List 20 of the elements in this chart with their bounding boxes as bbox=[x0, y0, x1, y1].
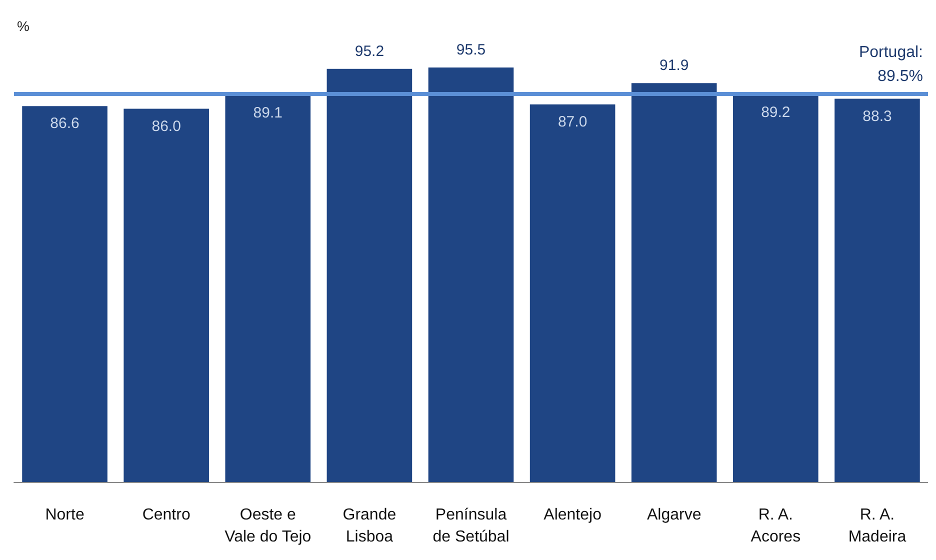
ref-line-label: Portugal: 89.5% bbox=[858, 44, 923, 86]
x-tick-label: Grande Lisboa bbox=[342, 506, 396, 546]
data-label: 86.0 bbox=[152, 118, 181, 135]
data-label: 95.2 bbox=[354, 42, 384, 60]
data-label: 87.0 bbox=[558, 113, 588, 130]
x-tick-label: R. A. Madeira bbox=[848, 506, 906, 546]
data-label: 95.5 bbox=[456, 42, 486, 59]
x-tick-label: Península de Setúbal bbox=[432, 506, 510, 546]
x-tick-label: R. A. Acores bbox=[750, 506, 801, 546]
data-label: 89.2 bbox=[761, 104, 790, 121]
x-tick-label: Oeste e Vale do Tejo bbox=[224, 506, 312, 546]
data-label: 89.1 bbox=[253, 104, 282, 122]
data-label: 91.9 bbox=[660, 57, 689, 74]
data-label: 88.3 bbox=[862, 108, 892, 125]
x-tick-label: Algarve bbox=[646, 506, 702, 524]
x-tick-label: Norte bbox=[45, 506, 84, 524]
x-tick-label: Alentejo bbox=[544, 506, 602, 524]
data-label: 86.6 bbox=[50, 115, 80, 132]
x-tick-label: Centro bbox=[142, 506, 190, 524]
y-axis-title: % bbox=[17, 18, 30, 34]
